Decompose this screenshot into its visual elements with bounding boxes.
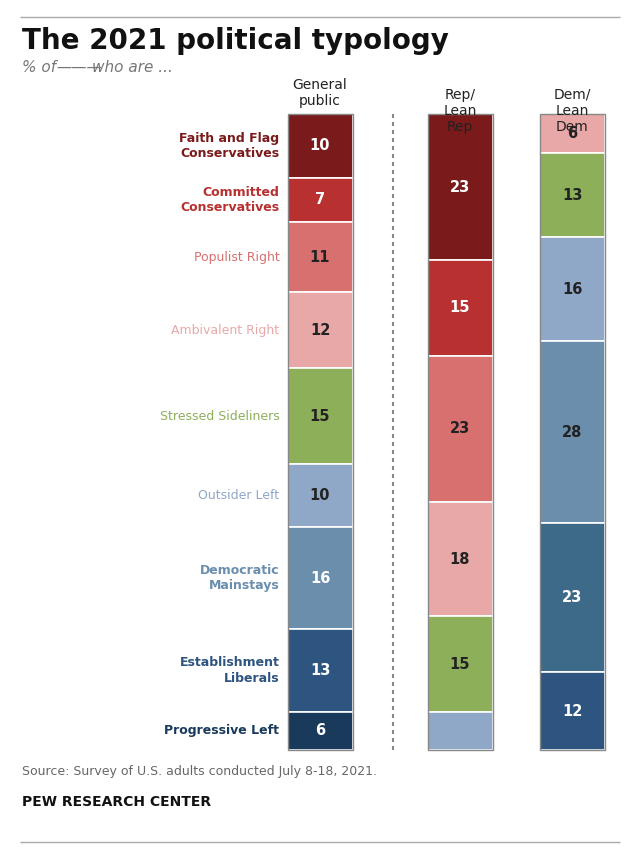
Bar [540, 237, 605, 341]
Bar [287, 178, 353, 222]
Text: 10: 10 [310, 488, 330, 503]
Bar [428, 261, 493, 356]
Text: Stressed Sideliners: Stressed Sideliners [160, 409, 280, 422]
Text: Populist Right: Populist Right [194, 250, 280, 264]
Text: Committed
Conservatives: Committed Conservatives [180, 186, 280, 214]
Text: % of: % of [22, 60, 56, 75]
Text: 13: 13 [562, 187, 582, 203]
Text: Rep/
Lean
Rep: Rep/ Lean Rep [444, 88, 477, 134]
Bar [287, 292, 353, 368]
Bar [287, 222, 353, 292]
Bar [287, 114, 353, 178]
Text: 15: 15 [450, 657, 470, 672]
Text: 6: 6 [567, 126, 577, 141]
Text: Progressive Left: Progressive Left [164, 724, 280, 737]
Text: 11: 11 [310, 249, 330, 265]
Text: 12: 12 [562, 703, 582, 719]
Bar [540, 153, 605, 237]
Bar [428, 617, 493, 712]
Text: 15: 15 [310, 408, 330, 424]
Bar [287, 712, 353, 750]
Bar [540, 523, 605, 673]
Text: 23: 23 [450, 180, 470, 194]
Bar [540, 673, 605, 750]
Text: Ambivalent Right: Ambivalent Right [172, 323, 280, 337]
Bar [428, 502, 493, 617]
Text: Outsider Left: Outsider Left [198, 489, 280, 502]
Bar [287, 630, 353, 712]
Text: 28: 28 [562, 425, 582, 439]
Text: 16: 16 [562, 282, 582, 297]
Text: 16: 16 [310, 571, 330, 586]
Text: Dem/
Lean
Dem: Dem/ Lean Dem [554, 88, 591, 134]
Bar [540, 114, 605, 750]
Text: Democratic
Mainstays: Democratic Mainstays [200, 564, 280, 593]
Text: 18: 18 [450, 552, 470, 567]
Text: General
public: General public [292, 78, 348, 108]
Text: Establishment
Liberals: Establishment Liberals [180, 656, 280, 685]
Bar [287, 114, 353, 750]
Bar [287, 464, 353, 527]
Text: 13: 13 [310, 663, 330, 678]
Text: 15: 15 [450, 300, 470, 316]
Text: Source: Survey of U.S. adults conducted July 8-18, 2021.: Source: Survey of U.S. adults conducted … [22, 765, 377, 778]
Text: 10: 10 [310, 138, 330, 153]
Text: 12: 12 [310, 322, 330, 338]
Bar [428, 356, 493, 502]
Bar [540, 341, 605, 523]
Text: 7: 7 [315, 193, 325, 207]
Text: 6: 6 [315, 723, 325, 739]
Bar [287, 368, 353, 464]
Bar [428, 712, 493, 750]
Bar [428, 114, 493, 261]
Text: ———: ——— [56, 60, 102, 75]
Bar [428, 114, 493, 750]
Bar [287, 527, 353, 630]
Text: who are ...: who are ... [92, 60, 173, 75]
Text: PEW RESEARCH CENTER: PEW RESEARCH CENTER [22, 795, 211, 809]
Bar [540, 114, 605, 153]
Text: The 2021 political typology: The 2021 political typology [22, 27, 449, 55]
Text: 23: 23 [562, 590, 582, 605]
Text: Faith and Flag
Conservatives: Faith and Flag Conservatives [179, 132, 280, 160]
Text: 23: 23 [450, 421, 470, 436]
